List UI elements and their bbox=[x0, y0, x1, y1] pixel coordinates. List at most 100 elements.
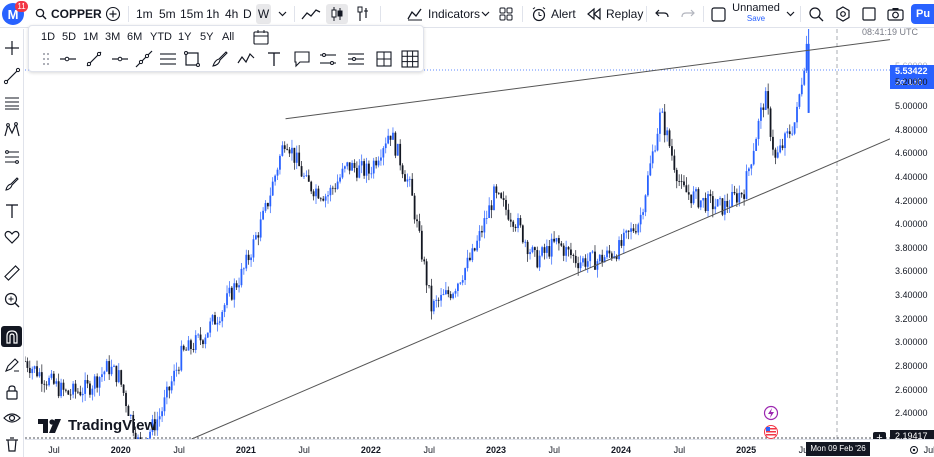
magnet-icon[interactable] bbox=[1, 326, 22, 347]
price-chart[interactable] bbox=[25, 29, 890, 439]
candle-body bbox=[671, 146, 673, 156]
fullscreen-icon[interactable] bbox=[860, 4, 878, 24]
quick-search-icon[interactable] bbox=[807, 4, 825, 24]
lock-icon[interactable] bbox=[1, 381, 22, 402]
chevron-down-icon[interactable] bbox=[276, 4, 288, 24]
text-tool-icon[interactable] bbox=[263, 48, 285, 70]
candle-body bbox=[26, 361, 29, 368]
alarm-clock-icon[interactable] bbox=[530, 4, 548, 24]
price-axis-label: 3.20000 bbox=[895, 313, 928, 324]
range-5y[interactable]: 5Y bbox=[200, 31, 214, 43]
candle-body bbox=[659, 112, 661, 134]
time-axis-label: Jul bbox=[798, 445, 811, 455]
time-axis-label: 2022 bbox=[360, 445, 381, 455]
interval-w[interactable]: W bbox=[256, 4, 271, 24]
candle-body bbox=[33, 366, 36, 369]
chevron-down-icon[interactable] bbox=[784, 4, 796, 24]
range-1d[interactable]: 1D bbox=[41, 31, 56, 43]
time-axis-label: Jul bbox=[423, 445, 435, 455]
bars-style-icon[interactable] bbox=[352, 4, 374, 24]
redo-icon[interactable] bbox=[679, 4, 697, 24]
layout-square-icon[interactable] bbox=[710, 4, 726, 24]
range-ytd[interactable]: YTD bbox=[150, 31, 172, 43]
candle-body bbox=[257, 235, 260, 238]
candle-body bbox=[740, 192, 743, 195]
line-chart-icon[interactable] bbox=[300, 4, 322, 24]
interval-15m[interactable]: 15m bbox=[180, 7, 204, 21]
candle-body bbox=[343, 166, 346, 169]
price-range-icon[interactable] bbox=[317, 48, 339, 70]
text-icon[interactable] bbox=[1, 200, 22, 221]
callout-icon[interactable] bbox=[291, 48, 313, 70]
candle-body bbox=[807, 43, 810, 113]
replay-button[interactable]: Replay bbox=[606, 7, 644, 21]
undo-icon[interactable] bbox=[653, 4, 671, 24]
date-range-icon[interactable] bbox=[345, 48, 367, 70]
candle-body bbox=[764, 91, 767, 110]
publish-button[interactable]: Pu bbox=[911, 4, 934, 24]
compare-symbol-icon[interactable] bbox=[104, 4, 122, 24]
measure-box-icon[interactable] bbox=[373, 48, 395, 70]
lock-draw-icon[interactable] bbox=[1, 354, 22, 375]
range-all[interactable]: All bbox=[222, 31, 235, 43]
price-scale[interactable]: 08:41:19 UTC 5.60000 5.53422 2d 13h 5.20… bbox=[862, 27, 934, 443]
range-3m[interactable]: 3M bbox=[105, 31, 121, 43]
horizontal-line-icon[interactable] bbox=[109, 48, 131, 70]
candle-body bbox=[108, 361, 111, 375]
crosshair-icon[interactable] bbox=[1, 37, 22, 58]
rectangle-tool-icon[interactable] bbox=[181, 48, 203, 70]
alert-button[interactable]: Alert bbox=[551, 7, 576, 21]
symbol-name[interactable]: COPPER bbox=[51, 7, 102, 21]
brush-icon[interactable] bbox=[1, 173, 22, 194]
ruler-icon[interactable] bbox=[1, 262, 22, 283]
layouts-grid-icon[interactable] bbox=[497, 4, 515, 24]
candle-body bbox=[380, 157, 382, 161]
polyline-tool-icon[interactable] bbox=[235, 48, 257, 70]
interval-d[interactable]: D bbox=[243, 7, 252, 21]
time-scale-settings-icon[interactable] bbox=[909, 444, 919, 454]
horizontal-ray-icon[interactable] bbox=[57, 48, 79, 70]
trend-line-tool-icon[interactable] bbox=[83, 48, 105, 70]
candle-body bbox=[370, 173, 373, 175]
forecast-icon[interactable] bbox=[1, 146, 22, 167]
candle-body bbox=[377, 160, 380, 166]
trend-line-icon[interactable] bbox=[1, 65, 22, 86]
search-icon[interactable] bbox=[34, 4, 48, 24]
range-1y[interactable]: 1Y bbox=[178, 31, 192, 43]
replay-icon[interactable] bbox=[585, 4, 603, 24]
range-5d[interactable]: 5D bbox=[62, 31, 77, 43]
flash-icon[interactable] bbox=[763, 405, 779, 421]
us-flag-icon[interactable] bbox=[764, 425, 778, 439]
extended-line-icon[interactable] bbox=[133, 48, 155, 70]
interval-1m[interactable]: 1m bbox=[136, 7, 153, 21]
interval-4h[interactable]: 4h bbox=[225, 7, 239, 21]
trash-icon[interactable] bbox=[1, 433, 22, 454]
parallel-channel-icon[interactable] bbox=[157, 48, 179, 70]
path-brush-icon[interactable] bbox=[209, 48, 231, 70]
heart-icon[interactable] bbox=[1, 226, 22, 247]
drag-handle-icon[interactable] bbox=[35, 48, 57, 70]
candle-body bbox=[639, 214, 642, 225]
pattern-icon[interactable] bbox=[1, 119, 22, 140]
fib-icon[interactable] bbox=[1, 92, 22, 113]
settings-gear-icon[interactable] bbox=[834, 4, 852, 24]
range-6m[interactable]: 6M bbox=[127, 31, 143, 43]
price-axis-label: 2.40000 bbox=[895, 408, 928, 419]
eye-icon[interactable] bbox=[1, 407, 22, 428]
date-range-calendar-icon[interactable] bbox=[250, 27, 272, 49]
camera-icon[interactable] bbox=[886, 4, 904, 24]
indicators-button[interactable]: Indicators bbox=[428, 7, 481, 21]
time-scale[interactable]: Jul 2020 Jul 2021 Jul 2022 Jul 2023 Jul 2024 Jul 20… bbox=[25, 439, 934, 457]
candle-body bbox=[60, 382, 62, 397]
zoom-in-icon[interactable] bbox=[1, 289, 22, 310]
candles-chart-icon[interactable] bbox=[326, 4, 348, 24]
grid-table-icon[interactable] bbox=[399, 48, 421, 70]
range-1m[interactable]: 1M bbox=[83, 31, 99, 43]
chevron-down-icon[interactable] bbox=[478, 4, 492, 24]
indicators-icon[interactable] bbox=[406, 4, 424, 24]
interval-1h[interactable]: 1h bbox=[206, 7, 220, 21]
layout-name-group[interactable]: Unnamed Save bbox=[730, 2, 782, 24]
time-axis-label: Jul bbox=[298, 445, 310, 455]
time-axis-label: 2021 bbox=[235, 445, 256, 455]
interval-5m[interactable]: 5m bbox=[159, 7, 176, 21]
